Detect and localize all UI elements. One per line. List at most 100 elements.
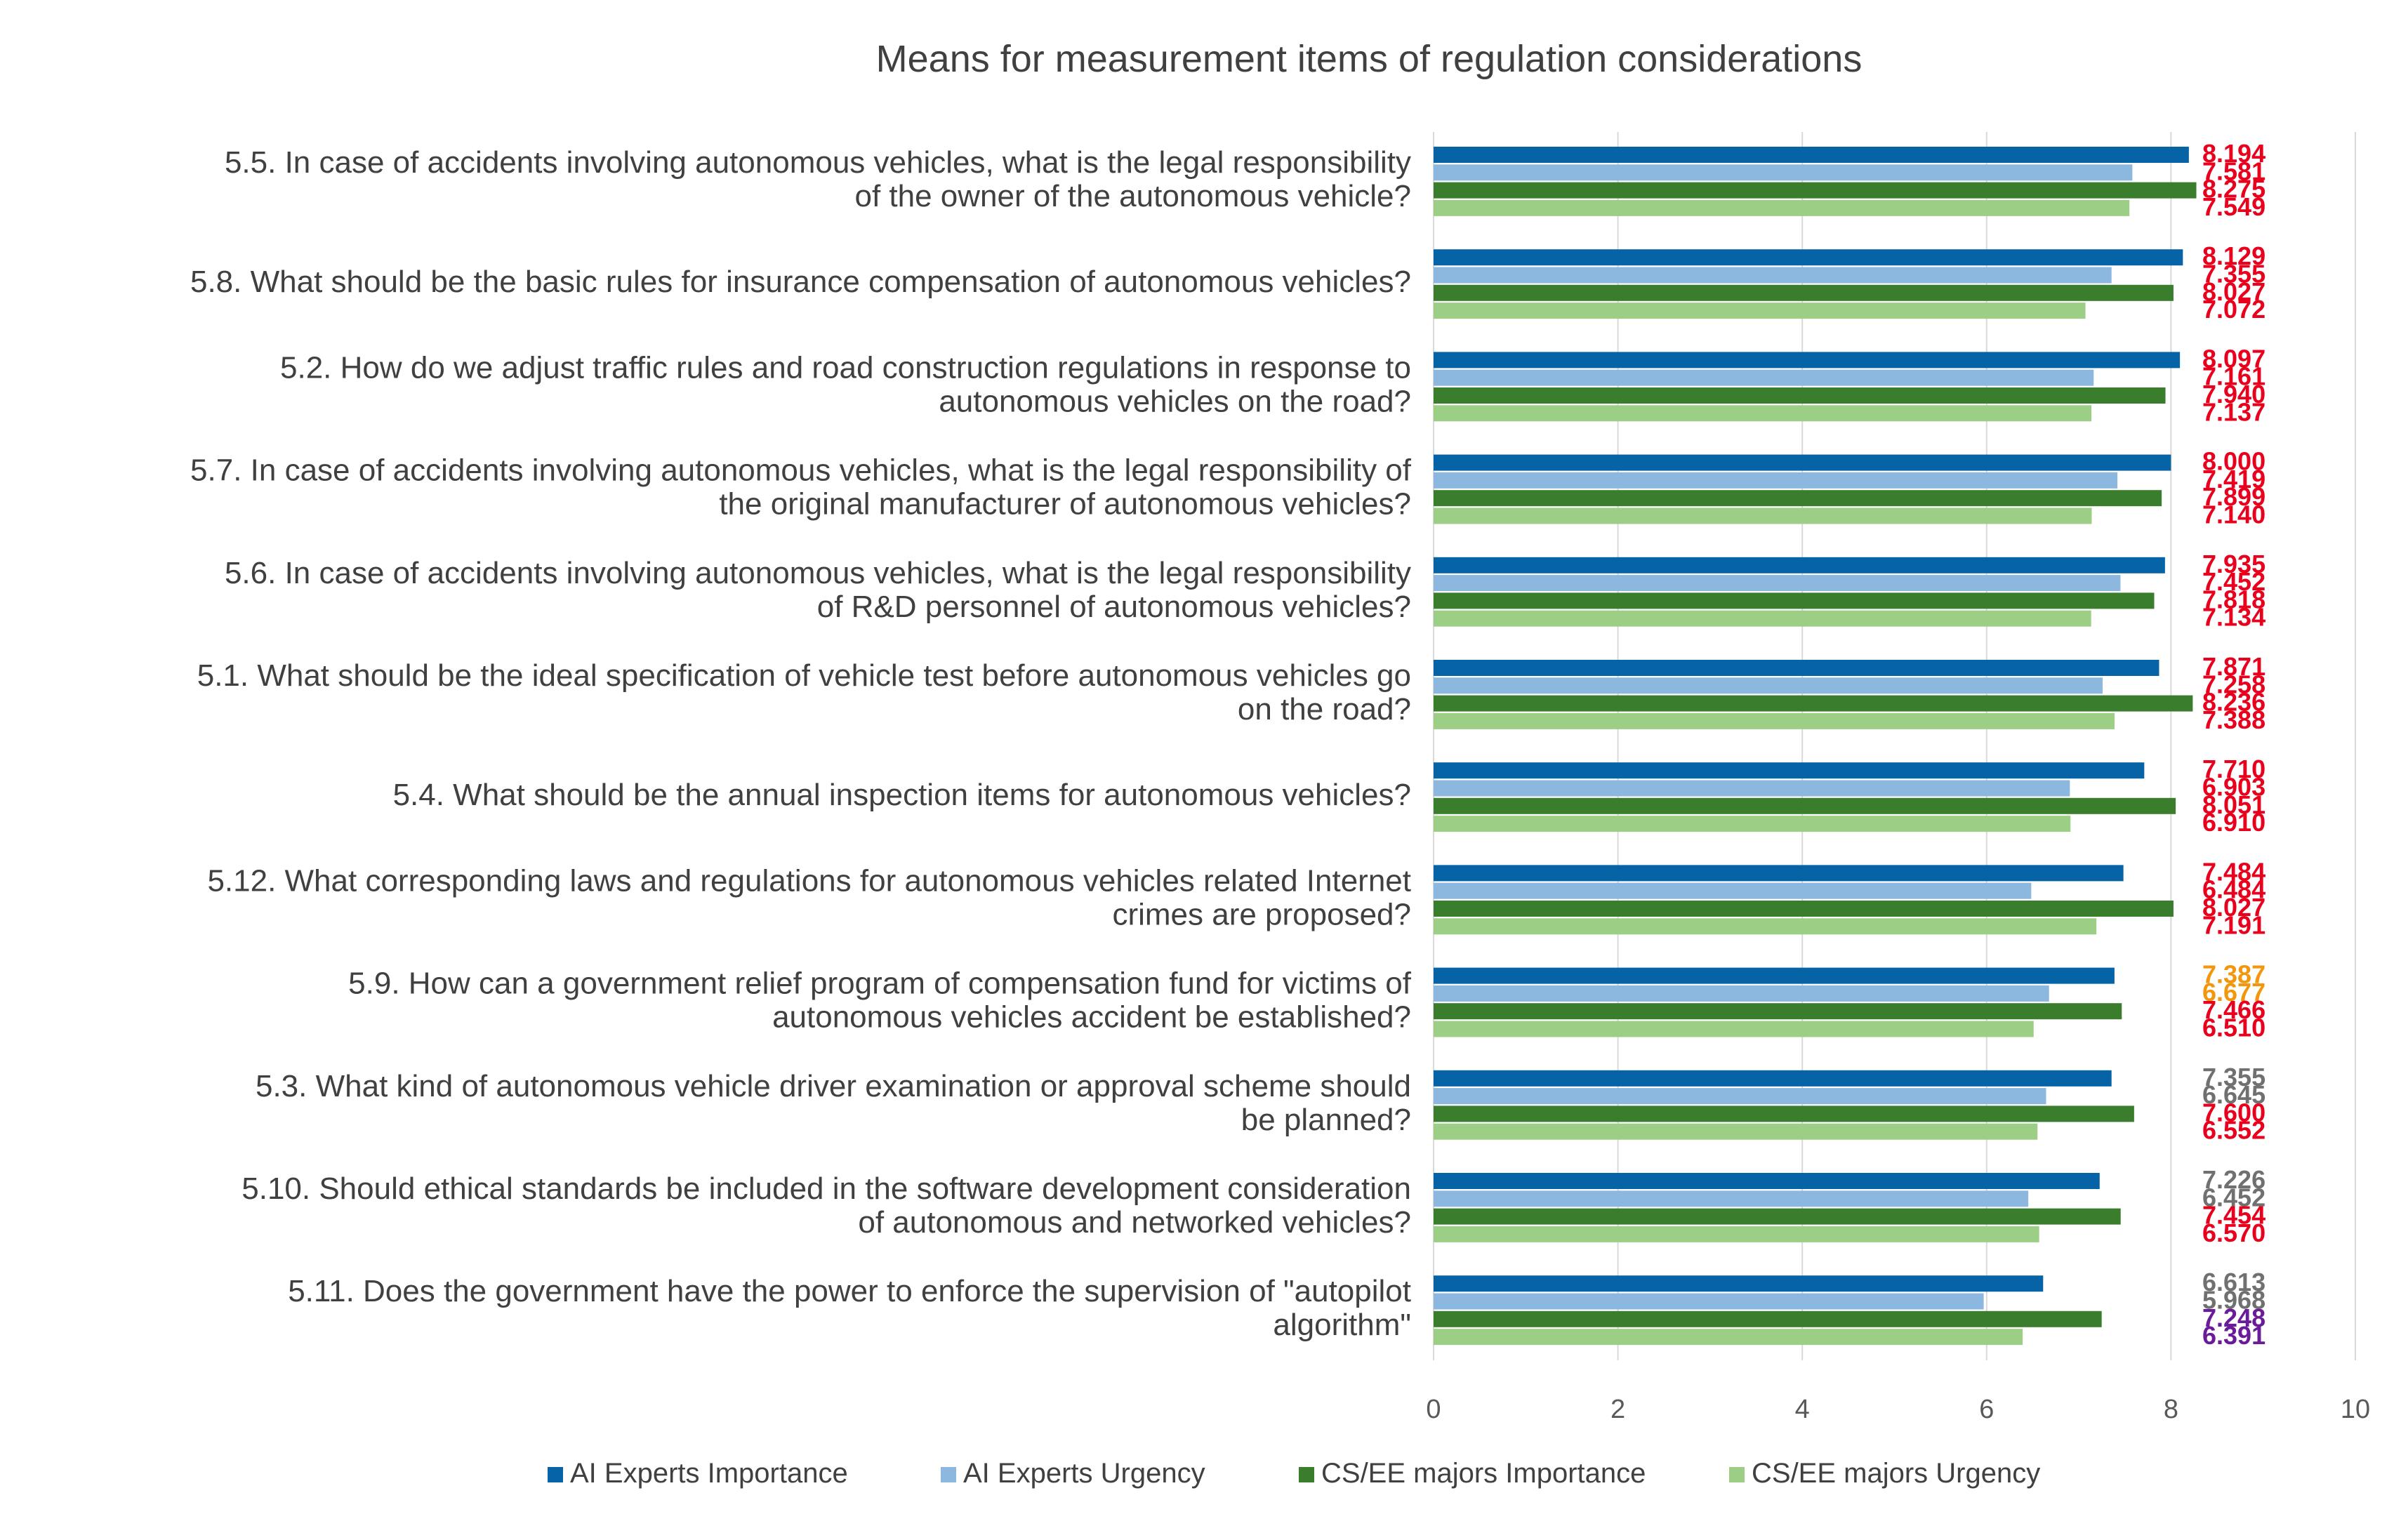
value-label: 7.387 [2202,960,2265,989]
bar [1434,1329,2023,1346]
legend: AI Experts Importance AI Experts Urgency C… [548,1458,2040,1489]
category-label: of autonomous and networked vehicles? [858,1205,1411,1240]
legend-swatch [1729,1467,1745,1482]
bar [1434,1293,1984,1310]
x-tick-label: 2 [1610,1395,1625,1424]
value-label: 7.072 [2202,295,2265,324]
legend-swatch [941,1467,956,1482]
bar [1434,303,2086,319]
bar [1434,1088,2046,1105]
value-label: 7.600 [2202,1098,2265,1127]
x-tick-label: 0 [1426,1395,1441,1424]
value-label: 7.419 [2202,465,2265,493]
value-label: 6.910 [2202,808,2265,837]
bar [1434,1123,2038,1140]
value-label: 7.388 [2202,705,2265,734]
bar [1434,882,2032,899]
bar [1434,901,2174,917]
category-label: of R&D personnel of autonomous vehicles? [817,590,1411,624]
category-label: 5.6. In case of accidents involving auto… [225,556,1411,590]
value-label: 7.355 [2202,260,2265,288]
value-label: 6.645 [2202,1080,2265,1109]
value-label: 7.134 [2202,603,2265,632]
value-label: 6.677 [2202,978,2265,1007]
category-label: 5.9. How can a government relief program… [348,967,1412,1001]
bar [1434,164,2133,181]
bar [1434,454,2171,471]
bar [1434,695,2193,712]
category-label: autonomous vehicles accident be establis… [772,1000,1411,1035]
value-label: 7.161 [2202,362,2265,391]
bar [1434,557,2165,573]
value-label: 7.935 [2202,550,2265,578]
value-label: 8.051 [2202,790,2265,819]
value-label: 7.140 [2202,500,2265,529]
value-label: 8.027 [2202,277,2265,306]
bar [1434,472,2118,489]
value-label: 7.710 [2202,755,2265,783]
bar [1434,592,2155,609]
category-label: 5.7. In case of accidents involving auto… [190,453,1412,488]
category-label: on the road? [1238,692,1411,726]
bar [1434,1226,2039,1242]
value-label: 8.027 [2202,893,2265,922]
value-label: 8.097 [2202,344,2265,373]
value-label: 7.899 [2202,482,2265,511]
category-label: algorithm" [1273,1308,1411,1342]
value-label: 6.613 [2202,1268,2265,1296]
legend-label: AI Experts Importance [570,1458,848,1489]
bars [1434,147,2197,1346]
value-label: 6.903 [2202,773,2265,802]
category-labels: 5.5. In case of accidents involving auto… [190,145,1412,1342]
bar [1434,387,2166,404]
bar [1434,1070,2112,1087]
bar [1434,967,2115,984]
bar [1434,1190,2029,1207]
category-label: 5.4. What should be the annual inspectio… [393,778,1411,812]
category-label: be planned? [1241,1103,1411,1137]
bar [1434,677,2103,694]
grid [1433,132,2356,1360]
value-label: 8.275 [2202,175,2265,204]
bar [1434,660,2159,676]
bar [1434,507,2092,524]
category-label: 5.3. What kind of autonomous vehicle dri… [256,1069,1411,1103]
value-label: 7.454 [2202,1201,2265,1230]
legend-label: CS/EE majors Urgency [1752,1458,2040,1489]
x-axis-ticks: 0 2 4 6 8 10 [1426,1395,2370,1424]
value-label: 7.940 [2202,380,2265,409]
bar [1434,369,2094,386]
value-label: 8.000 [2202,447,2265,476]
legend-label: AI Experts Urgency [963,1458,1205,1489]
bar [1434,712,2115,729]
bar [1434,1275,2044,1292]
category-label: 5.11. Does the government have the power… [288,1274,1411,1308]
chart-title: Means for measurement items of regulatio… [876,38,1863,80]
value-label: 6.484 [2202,875,2265,904]
value-label: 7.258 [2202,670,2265,698]
category-label: 5.12. What corresponding laws and regula… [207,863,1411,898]
value-label: 7.466 [2202,995,2265,1024]
category-label: autonomous vehicles on the road? [939,384,1411,418]
bar [1434,816,2071,832]
category-label: crimes are proposed? [1112,897,1411,931]
bar [1434,352,2181,369]
legend-label: CS/EE majors Importance [1321,1458,1646,1489]
bar [1434,405,2092,422]
bar [1434,1310,2102,1327]
bar [1434,1021,2034,1037]
value-label: 8.236 [2202,688,2265,717]
bar [1434,147,2189,163]
category-label: 5.2. How do we adjust traffic rules and … [280,350,1411,385]
value-label: 6.570 [2202,1219,2265,1247]
value-label: 6.452 [2202,1183,2265,1212]
x-tick-label: 4 [1795,1395,1810,1424]
bar [1434,918,2097,935]
value-label: 6.552 [2202,1116,2265,1145]
x-tick-label: 10 [2341,1395,2370,1424]
bar [1434,610,2091,627]
bar [1434,1003,2122,1020]
category-label: 5.1. What should be the ideal specificat… [197,658,1411,693]
bar [1434,1208,2121,1225]
x-tick-label: 6 [1979,1395,1994,1424]
